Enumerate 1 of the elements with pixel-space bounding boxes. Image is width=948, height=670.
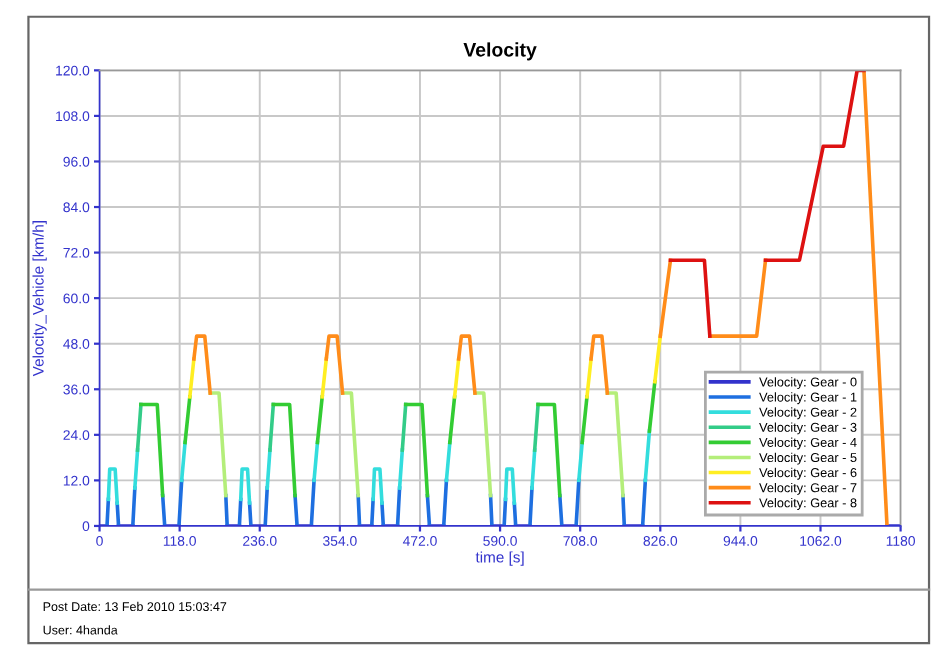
chart-title: Velocity [463,42,537,61]
